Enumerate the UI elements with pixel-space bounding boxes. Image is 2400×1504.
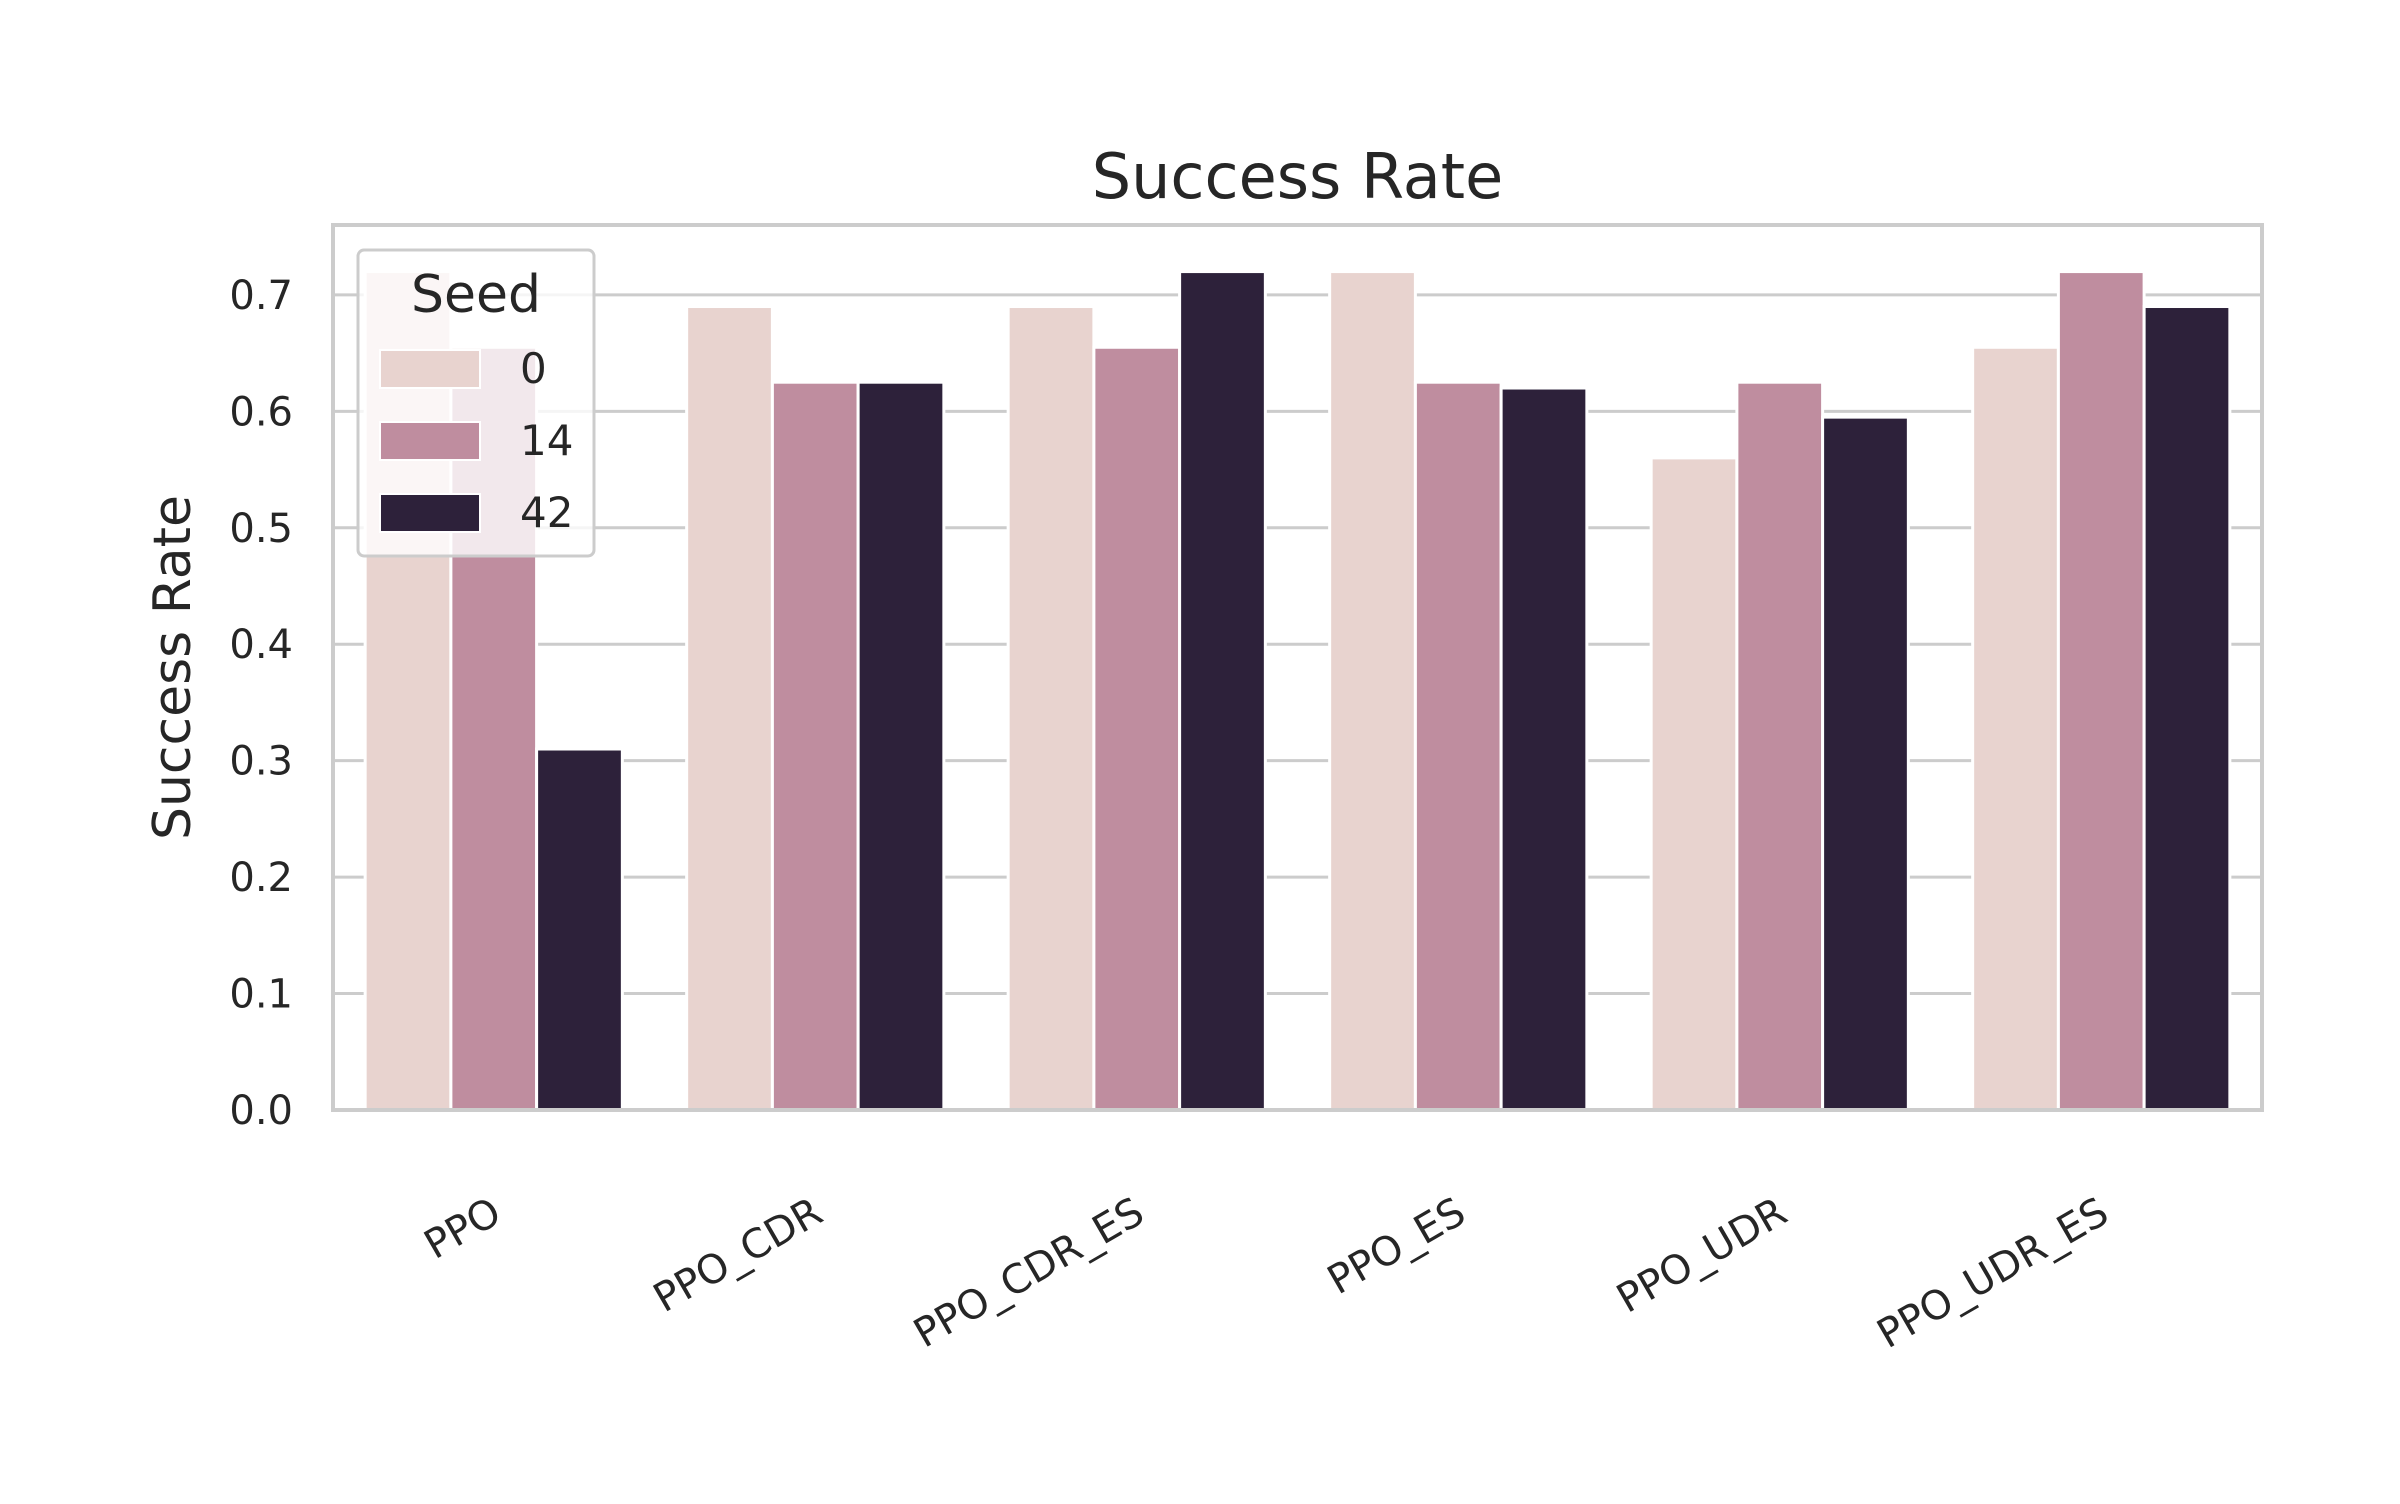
y-axis-label: Success Rate — [143, 495, 203, 840]
x-tick-label: PPO_CDR — [646, 1189, 830, 1322]
gridlines — [333, 293, 2262, 1112]
legend-label: 0 — [520, 344, 547, 393]
bar-PPO-seed-42 — [535, 747, 624, 1112]
bar-PPO_CDR_ES-seed-42 — [1178, 270, 1267, 1112]
x-tick-labels: PPO PPO_CDR PPO_CDR_ES PPO_ES PPO_UDR PPO_UDR… — [417, 1189, 2117, 1358]
legend-title: Seed — [411, 265, 541, 325]
chart-title: Success Rate — [1092, 140, 1503, 213]
bars — [363, 270, 2232, 1112]
bar-PPO_CDR_ES-seed-0 — [1006, 305, 1096, 1112]
y-tick-labels: 0.0 0.1 0.2 0.3 0.4 0.5 0.6 0.7 — [229, 273, 293, 1134]
legend-box — [356, 248, 596, 558]
bar-PPO_ES-seed-42 — [1499, 386, 1589, 1112]
x-tick-label: PPO — [417, 1189, 509, 1269]
legend-label: 42 — [520, 488, 573, 537]
bar-PPO_CDR-seed-14 — [770, 380, 860, 1112]
bar-PPO_ES-seed-0 — [1328, 270, 1417, 1112]
legend: Seed 0 14 42 — [356, 248, 596, 558]
y-tick-label: 0.7 — [229, 273, 293, 319]
legend-swatch-seed-14 — [379, 421, 481, 461]
plot-frame — [331, 223, 2264, 1112]
y-tick-label: 0.6 — [229, 389, 293, 435]
bar-PPO_UDR_ES-seed-0 — [1971, 345, 2060, 1112]
y-tick-label: 0.3 — [229, 739, 293, 785]
bar-PPO_UDR-seed-42 — [1821, 415, 1910, 1112]
bar-PPO_UDR-seed-0 — [1649, 456, 1739, 1112]
y-tick-label: 0.1 — [229, 972, 293, 1018]
y-tick-label: 0.0 — [229, 1088, 293, 1134]
x-tick-label: PPO_UDR — [1609, 1189, 1794, 1323]
legend-label: 14 — [520, 416, 573, 465]
legend-entries: 0 14 42 — [379, 344, 573, 537]
bar-PPO_UDR_ES-seed-14 — [2056, 270, 2146, 1112]
legend-swatch-seed-42 — [379, 493, 481, 533]
bar-PPO_CDR-seed-42 — [856, 380, 946, 1112]
x-tick-label: PPO_ES — [1320, 1189, 1473, 1304]
bar-PPO_UDR_ES-seed-42 — [2142, 305, 2232, 1112]
y-tick-label: 0.5 — [229, 506, 293, 552]
bar-PPO_ES-seed-14 — [1413, 380, 1503, 1112]
bar-PPO_CDR_ES-seed-14 — [1092, 345, 1182, 1112]
bar-PPO_UDR-seed-14 — [1735, 380, 1825, 1112]
legend-swatch-seed-0 — [379, 349, 481, 389]
x-tick-label: PPO_CDR_ES — [906, 1189, 1152, 1357]
y-tick-label: 0.2 — [229, 855, 293, 901]
y-tick-label: 0.4 — [229, 622, 293, 668]
x-tick-label: PPO_UDR_ES — [1870, 1189, 2117, 1358]
bar-PPO_CDR-seed-0 — [685, 305, 774, 1112]
